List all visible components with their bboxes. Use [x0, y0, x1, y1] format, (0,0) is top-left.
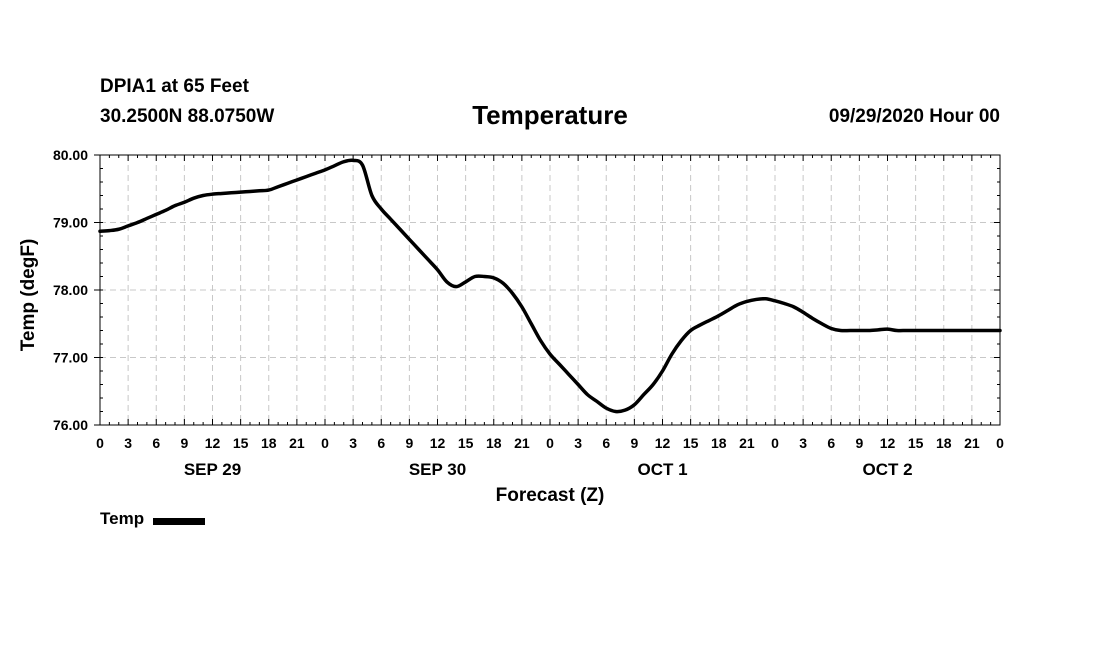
- y-tick-label: 80.00: [53, 147, 88, 163]
- x-tick-label: 18: [711, 435, 727, 451]
- y-tick-labels: 76.00 77.00 78.00 79.00 80.00: [53, 147, 88, 433]
- x-tick-label: 0: [996, 435, 1004, 451]
- x-tick-label: 9: [180, 435, 188, 451]
- day-labels: SEP 29 SEP 30 OCT 1 OCT 2: [184, 460, 913, 479]
- x-tick-label: 18: [261, 435, 277, 451]
- x-axis-label: Forecast (Z): [496, 485, 605, 506]
- x-tick-label: 15: [233, 435, 249, 451]
- x-tick-label: 9: [855, 435, 863, 451]
- x-tick-label: 0: [771, 435, 779, 451]
- axis-ticks: [94, 154, 1001, 426]
- day-label: SEP 29: [184, 460, 241, 479]
- x-tick-label: 18: [936, 435, 952, 451]
- x-tick-label: 21: [739, 435, 755, 451]
- x-tick-label: 21: [289, 435, 305, 451]
- x-tick-label: 3: [349, 435, 357, 451]
- x-tick-label: 0: [96, 435, 104, 451]
- day-label: OCT 2: [862, 460, 912, 479]
- chart-title: Temperature: [472, 100, 628, 130]
- y-axis-label: Temp (degF): [18, 239, 39, 352]
- x-tick-label: 21: [514, 435, 530, 451]
- x-tick-label: 12: [430, 435, 446, 451]
- x-tick-label: 6: [152, 435, 160, 451]
- legend-swatch: [153, 517, 206, 525]
- x-tick-label: 0: [321, 435, 329, 451]
- y-tick-label: 78.00: [53, 282, 88, 298]
- day-label: SEP 30: [409, 460, 466, 479]
- x-tick-label: 9: [405, 435, 413, 451]
- series-line-temp: [98, 158, 1002, 414]
- station-name: DPIA1 at 65 Feet: [100, 76, 249, 97]
- y-tick-label: 79.00: [53, 215, 88, 231]
- x-tick-label: 12: [205, 435, 221, 451]
- x-tick-label: 15: [683, 435, 699, 451]
- x-tick-label: 12: [655, 435, 671, 451]
- grid: [100, 155, 1000, 425]
- x-tick-label: 21: [964, 435, 980, 451]
- series-layer: [98, 158, 1002, 414]
- x-tick-label: 12: [880, 435, 896, 451]
- x-tick-label: 15: [458, 435, 474, 451]
- forecast-datetime: 09/29/2020 Hour 00: [828, 106, 1000, 127]
- x-tick-label: 3: [799, 435, 807, 451]
- x-tick-label: 3: [124, 435, 132, 451]
- x-tick-labels: 0 3 6 9 12 15 18 21 0 3 6 9 12 15 18 21 0 3 6 9 12 15 18 21 0 3 6 9…: [96, 435, 1004, 451]
- x-tick-label: 6: [377, 435, 385, 451]
- x-tick-label: 15: [908, 435, 924, 451]
- station-coordinates: 30.2500N 88.0750W: [100, 106, 275, 127]
- x-tick-label: 6: [827, 435, 835, 451]
- x-tick-label: 6: [602, 435, 610, 451]
- legend-label: Temp: [100, 509, 145, 528]
- day-label: OCT 1: [637, 460, 687, 479]
- y-tick-label: 76.00: [53, 417, 88, 433]
- x-tick-label: 3: [574, 435, 582, 451]
- y-tick-label: 77.00: [53, 350, 88, 366]
- x-tick-label: 18: [486, 435, 502, 451]
- x-tick-label: 0: [546, 435, 554, 451]
- legend: Temp: [100, 509, 206, 529]
- x-tick-label: 9: [630, 435, 638, 451]
